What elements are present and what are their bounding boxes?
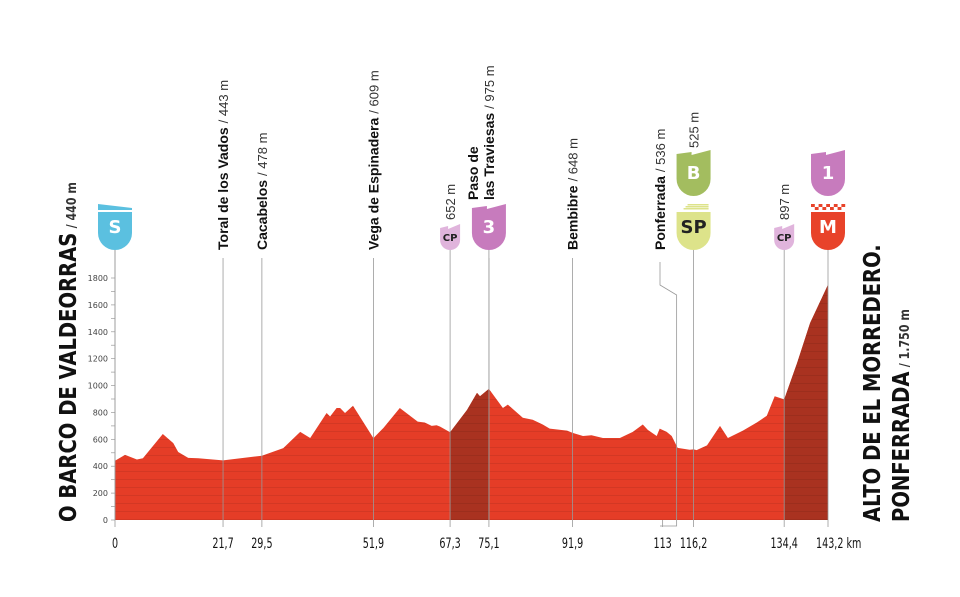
- y-tick-label: 1000: [88, 382, 108, 391]
- start-location-label: O BARCO DE VALDEORRAS / 440 m: [56, 182, 83, 522]
- sprint-stripe: [683, 208, 709, 210]
- x-tick-label: 143,2 km: [816, 535, 861, 551]
- checker-square: [826, 204, 830, 207]
- waypoint-name: Paso de: [465, 146, 481, 200]
- waypoint-elevation: / 443 m: [216, 80, 231, 123]
- finish-elevation: / 1.750 m: [897, 309, 912, 367]
- y-tick-label: 600: [93, 435, 108, 444]
- x-tick-label: 113: [653, 535, 671, 551]
- finish-location-label: PONFERRADA / 1.750 m: [889, 309, 916, 522]
- x-tick-label: 75,1: [478, 535, 499, 551]
- bonus-icon: B: [676, 150, 711, 197]
- finish-name-line2: PONFERRADA: [889, 371, 916, 522]
- badge-label: 3: [483, 217, 496, 238]
- x-tick-label: 21,7: [212, 535, 233, 551]
- waypoint-name: Vega de Espinadera: [365, 118, 381, 250]
- badge-elevation: 652 m: [443, 184, 458, 220]
- badge-elevation: 525 m: [687, 112, 702, 148]
- finish-name-line1: ALTO DE EL MORREDERO.: [860, 244, 887, 522]
- y-tick-label: 1400: [88, 328, 108, 337]
- waypoint-elevation: / 609 m: [366, 70, 381, 113]
- y-tick-label: 1800: [88, 274, 108, 283]
- checker-square: [818, 204, 823, 207]
- waypoint-name: Bembibre: [565, 185, 581, 250]
- waypoint-label: Vega de Espinadera / 609 m: [365, 70, 381, 250]
- checker-square: [822, 207, 827, 210]
- checker-square: [837, 207, 842, 210]
- y-tick-label: 400: [93, 462, 108, 471]
- waypoint-elevation: / 536 m: [653, 129, 668, 172]
- x-tick-label: 29,5: [251, 535, 272, 551]
- checker-square: [833, 204, 838, 207]
- x-tick-label: 67,3: [439, 535, 460, 551]
- badge-label: 1: [822, 163, 835, 184]
- checker-square: [830, 207, 834, 210]
- badge-label: B: [687, 163, 701, 184]
- profile-stripes: [115, 284, 828, 520]
- flag-icon: [98, 204, 132, 210]
- finish-icon: M: [811, 204, 846, 250]
- waypoint-name: Ponferrada: [652, 176, 668, 250]
- sprint-icon: SP: [676, 204, 711, 250]
- y-tick-label: 1200: [88, 355, 108, 364]
- y-tick-label: 800: [93, 408, 108, 417]
- badge-label: SP: [680, 217, 706, 238]
- start-name: O BARCO DE VALDEORRAS: [56, 233, 83, 522]
- badge-label: CP: [443, 233, 458, 244]
- start-flag-icon: S: [98, 204, 132, 250]
- waypoint-line: [659, 262, 678, 527]
- waypoint-name: las Traviesas: [481, 113, 497, 200]
- badge-top-icon: [440, 224, 461, 230]
- y-tick-label: 200: [93, 489, 108, 498]
- waypoint-elevation: / 648 m: [566, 138, 581, 181]
- x-tick-label: 0: [112, 535, 118, 551]
- waypoint-label: las Traviesas / 975 m: [481, 65, 497, 200]
- checker-square: [811, 204, 815, 207]
- badge-label: CP: [777, 233, 792, 244]
- waypoint-label: Toral de los Vados / 443 m: [215, 80, 231, 250]
- waypoint-elevation: / 478 m: [255, 133, 270, 176]
- sprint-stripe: [687, 204, 709, 206]
- waypoint-label: Paso de: [465, 146, 481, 200]
- checker-square: [841, 204, 846, 207]
- category-1-climb-icon: 1: [811, 150, 845, 196]
- checkpoint-icon: CP: [774, 224, 795, 250]
- y-tick-label: 0: [103, 516, 108, 525]
- waypoint-elevation: / 975 m: [482, 65, 497, 108]
- badge-label: M: [819, 217, 837, 238]
- x-tick-label: 134,4: [770, 535, 797, 551]
- badge-top-icon: [676, 150, 711, 158]
- badge-top-icon: [811, 150, 845, 158]
- badge-top-icon: [774, 224, 795, 230]
- start-elevation: / 440 m: [64, 182, 79, 228]
- waypoint-label: Bembibre / 648 m: [565, 138, 581, 250]
- waypoint-name: Toral de los Vados: [215, 127, 231, 250]
- x-tick-label: 91,9: [562, 535, 583, 551]
- x-tick-label: 116,2: [680, 535, 707, 551]
- sprint-stripe: [685, 206, 709, 208]
- waypoint-name: Cacabelos: [254, 180, 270, 250]
- y-tick-label: 1600: [88, 301, 108, 310]
- checkpoint-icon: CP: [440, 224, 461, 250]
- category-3-climb-icon: 3: [471, 204, 506, 250]
- waypoint-label: Ponferrada / 536 m: [652, 129, 668, 250]
- x-tick-label: 51,9: [363, 535, 384, 551]
- checker-square: [814, 207, 819, 210]
- waypoint-label: Cacabelos / 478 m: [254, 133, 270, 250]
- badge-top-icon: [471, 204, 506, 212]
- badge-label: S: [109, 217, 122, 238]
- badge-elevation: 897 m: [777, 184, 792, 220]
